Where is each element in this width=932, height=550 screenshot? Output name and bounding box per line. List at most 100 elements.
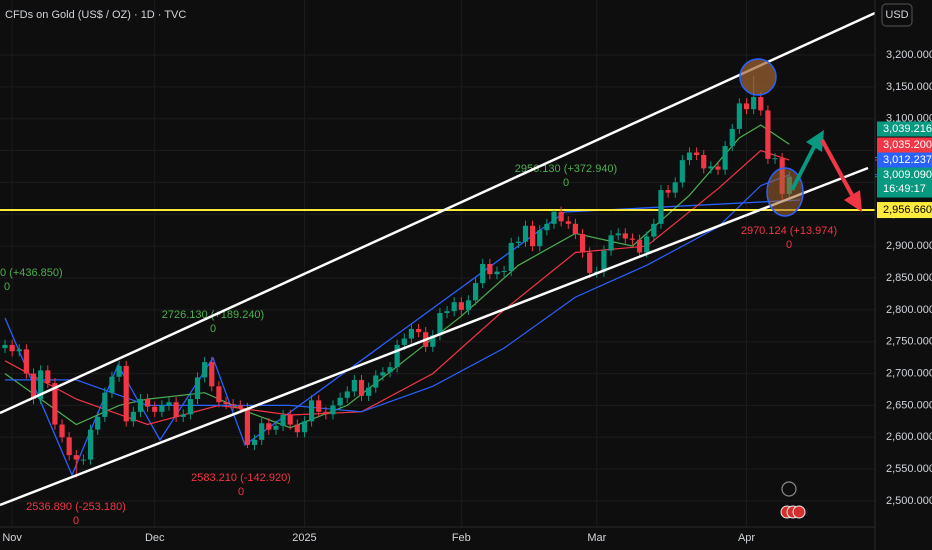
candle-body — [308, 400, 315, 422]
candle-body — [694, 152, 700, 156]
price-label-bg — [877, 152, 932, 168]
candle-body — [366, 387, 372, 396]
candle-body — [52, 383, 58, 425]
candle-body — [223, 402, 229, 405]
candle-body — [230, 404, 236, 406]
candle-body — [280, 414, 286, 426]
candle-body — [672, 182, 678, 193]
candle-body — [80, 459, 87, 461]
candle-body — [451, 302, 457, 312]
candle-body — [387, 367, 393, 373]
candle-body — [437, 313, 443, 336]
candle-body — [180, 414, 186, 417]
candle-body — [736, 103, 742, 129]
price-label: 3,035.200 — [883, 139, 932, 151]
candle-body — [330, 405, 336, 415]
level-label-bg — [877, 202, 932, 219]
annotation-label: 2956.130 (+372.940) — [515, 163, 617, 175]
candle-body — [87, 429, 94, 460]
price-label: 3,039.216 — [883, 123, 932, 135]
candle-body — [722, 146, 728, 170]
candle-body — [472, 283, 479, 301]
candle-body — [73, 455, 79, 460]
candle-body — [751, 97, 757, 110]
x-tick-label: Nov — [2, 532, 22, 544]
candle-body — [487, 263, 493, 275]
highlight-circle — [739, 58, 777, 96]
candle-body — [636, 239, 643, 253]
candle-body — [587, 252, 593, 273]
candle-body — [145, 399, 151, 407]
candle-body — [465, 300, 472, 310]
candle-body — [45, 370, 51, 384]
candle-body — [394, 344, 400, 368]
drawings — [0, 11, 876, 519]
candle-body — [665, 190, 671, 193]
candle-body — [565, 221, 571, 224]
event-icon[interactable] — [781, 481, 797, 497]
candle-body — [301, 421, 308, 433]
currency-button[interactable] — [881, 3, 913, 27]
candle-body — [209, 362, 215, 387]
candle-body — [743, 103, 750, 110]
y-tick-label: 2,750.000 — [886, 336, 932, 348]
candle-body — [551, 211, 557, 224]
candle-body — [38, 370, 44, 400]
candle-body — [530, 225, 536, 247]
candle-body — [159, 405, 165, 412]
candle-body — [544, 223, 550, 231]
candle-body — [658, 190, 664, 224]
y-tick-label: 2,700.000 — [886, 367, 932, 379]
candle-body — [344, 391, 350, 398]
price-label: 3,012.237 — [883, 154, 932, 166]
x-tick-label: Mar — [587, 532, 606, 544]
price-label-bg — [877, 137, 932, 153]
candle-body — [629, 238, 636, 240]
arrow-down-head — [844, 190, 862, 212]
candle-body — [430, 335, 436, 347]
candle-body — [622, 233, 628, 239]
flag-icon[interactable] — [792, 505, 806, 519]
drawings — [4, 199, 801, 477]
moving-average — [4, 149, 790, 426]
candle-body — [686, 152, 693, 161]
candle-body — [772, 158, 778, 160]
candle-body — [16, 349, 22, 352]
annotation-label: 2583.210 (-142.920) — [191, 472, 291, 484]
candle-body — [109, 376, 115, 393]
candle-body — [202, 362, 208, 378]
candle-body — [266, 423, 272, 430]
candle-body — [287, 414, 293, 425]
candle-body — [116, 365, 122, 377]
candle-body — [102, 392, 108, 417]
price-axis: 2,500.000 2,550.000 2,600.000 2,650.000 2,70… — [2, 49, 932, 544]
x-tick-label: Dec — [145, 532, 165, 544]
price-label: 3,009.090 — [883, 169, 932, 181]
candle-body — [123, 365, 129, 422]
candle-body — [9, 344, 15, 352]
annotation-sub: 0 — [73, 515, 79, 527]
y-tick-label: 2,550.000 — [886, 463, 932, 475]
arrow-up — [790, 144, 817, 191]
candle-body — [715, 166, 721, 170]
candle-body — [644, 236, 650, 253]
arrow-down — [820, 139, 854, 196]
candle-body — [494, 271, 500, 275]
candle-body — [137, 399, 144, 412]
arrow-up-head — [806, 130, 824, 152]
candle-body — [130, 411, 136, 422]
candle-body — [323, 411, 329, 415]
candle-body — [244, 407, 251, 445]
y-tick-label: 2,850.000 — [886, 272, 932, 284]
x-tick-label: 2025 — [292, 532, 316, 544]
y-tick-label: 3,200.000 — [886, 49, 932, 61]
candle-body — [316, 400, 322, 412]
candle-body — [152, 406, 158, 412]
candle-body — [187, 399, 193, 415]
candle-body — [216, 386, 222, 403]
candle-body — [380, 372, 386, 376]
candle-body — [537, 230, 543, 247]
annotation-label: 2970.124 (+13.974) — [741, 225, 837, 237]
